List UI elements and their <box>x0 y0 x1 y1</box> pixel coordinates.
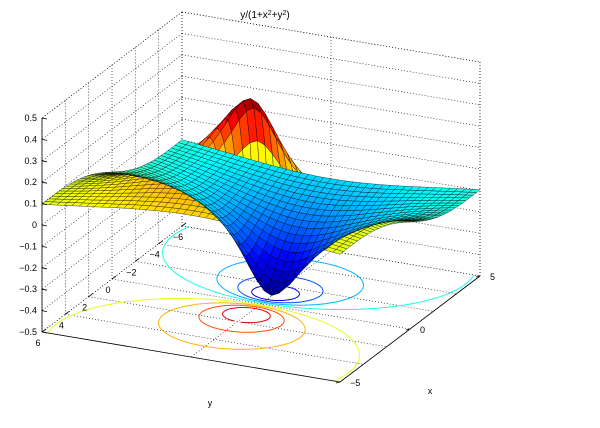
y-tick-label: −4 <box>150 250 160 260</box>
chart-title-end: ) <box>286 10 289 21</box>
y-tick-label: 6 <box>35 338 40 348</box>
chart-title-base: y/(1+x <box>240 10 268 21</box>
chart-title-mid: +y <box>272 10 283 21</box>
z-tick <box>41 246 48 248</box>
grid-line-z-left <box>41 204 183 311</box>
contour-line <box>216 258 364 306</box>
grid-line-z-left <box>41 97 183 204</box>
surface-patch <box>468 189 481 193</box>
y-tick <box>88 293 93 297</box>
y-tick <box>41 328 47 333</box>
grid-line-z-left <box>41 161 183 269</box>
base-contour-plot <box>47 226 475 382</box>
contour-line <box>222 307 271 324</box>
z-tick-label: 0.2 <box>24 177 37 187</box>
z-tick-label: −0.2 <box>19 263 37 273</box>
grid-line-z-left <box>41 54 183 162</box>
floor-grid-y <box>65 314 364 365</box>
z-tick-label: −0.4 <box>19 306 37 316</box>
axis-ticks: −0.5 −0.4 −0.3 −0.2 −0.1 0 0.1 0.2 0.3 0.4 0.5 −6 −4… <box>19 113 495 388</box>
x-tick <box>475 275 481 278</box>
grid-line-z-left <box>41 182 183 290</box>
z-tick <box>41 224 48 227</box>
z-tick-label: 0.5 <box>24 113 37 123</box>
contour-line <box>198 304 285 333</box>
z-tick-label: 0.3 <box>24 156 37 166</box>
z-tick <box>41 288 48 291</box>
box-edge-left-top <box>41 11 183 119</box>
contour-line <box>162 226 475 310</box>
z-tick-label: 0.1 <box>24 199 37 209</box>
z-tick-label: 0.4 <box>24 134 37 144</box>
chart-title: y/(1+x2+y2) <box>240 10 290 22</box>
x-tick-label: −5 <box>350 378 360 388</box>
y-axis-label: y <box>208 398 213 408</box>
z-tick <box>41 267 48 270</box>
z-tick <box>41 181 48 184</box>
y-tick-label: 2 <box>82 303 87 313</box>
x-tick-label: 5 <box>490 272 495 282</box>
y-tick <box>158 240 163 244</box>
y-tick <box>135 258 140 262</box>
y-tick-label: 0 <box>105 285 110 295</box>
y-tick <box>181 222 187 227</box>
z-tick <box>41 139 48 141</box>
x-tick-label: 0 <box>420 325 425 335</box>
chart-title-superscript-y: 2 <box>283 10 287 17</box>
axis-line-x <box>41 331 341 383</box>
y-tick-label: 4 <box>59 320 64 330</box>
z-tick <box>41 203 48 205</box>
z-tick-label: 0 <box>32 220 37 230</box>
chart-title-superscript-x: 2 <box>268 10 272 17</box>
z-tick-label: −0.5 <box>19 327 37 337</box>
floor-grid-x <box>190 250 332 358</box>
contour-line <box>158 302 306 350</box>
grid-line-z-left <box>41 33 183 140</box>
surface-mesh <box>41 98 481 296</box>
x-tick <box>335 381 341 384</box>
z-tick <box>41 310 48 312</box>
x-axis-label: x <box>428 386 433 396</box>
z-tick <box>41 160 48 163</box>
y-tick <box>65 311 70 315</box>
z-tick-label: −0.1 <box>19 241 37 251</box>
contour-line <box>47 298 360 382</box>
z-tick <box>41 331 48 334</box>
y-tick-label: −2 <box>126 267 136 277</box>
z-tick-label: −0.3 <box>19 284 37 294</box>
y-tick <box>111 275 117 280</box>
z-tick <box>41 117 48 120</box>
y-tick-label: −6 <box>173 232 183 242</box>
grid-line-z-left <box>41 75 183 183</box>
x-tick <box>405 328 411 331</box>
